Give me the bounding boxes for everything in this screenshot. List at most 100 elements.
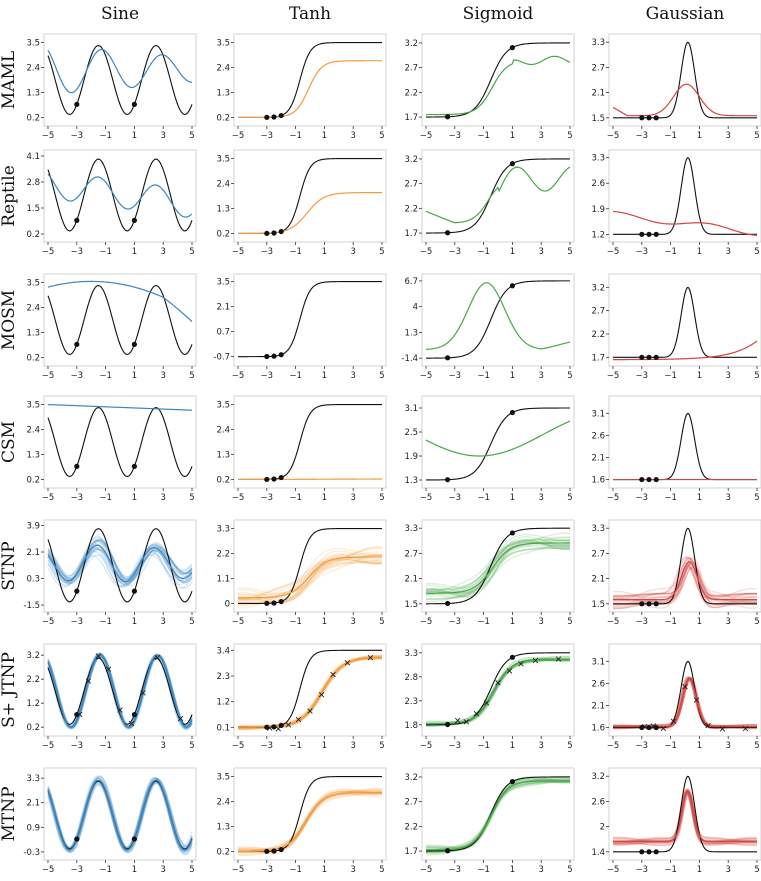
- plot-area: [613, 286, 758, 361]
- y-tick-label: 2.1: [26, 799, 40, 809]
- panel-mtnp-sine: -0.3 0.9 2.1 3.3 −5 −3 −1 1 3 5: [23, 767, 197, 875]
- context-point: [131, 836, 137, 842]
- cross-marker: [555, 656, 562, 662]
- plot-area: [425, 652, 571, 728]
- x-tick-label: 5: [189, 617, 194, 627]
- x-tick-label: −1: [289, 131, 302, 141]
- panel-s-jtnp-sigmoid: 1.8 2.3 2.8 3.3 −5 −3 −1 1 3 5: [404, 643, 575, 751]
- y-tick-label: 1.9: [404, 452, 418, 462]
- panel-csm-gaussian: 1.6 2.1 2.6 3.1 −5 −3 −1 1 3 5: [591, 395, 761, 503]
- y-tick-label: 1.5: [591, 114, 605, 124]
- sample-line: [237, 658, 383, 730]
- x-tick-label: −3: [636, 617, 649, 627]
- plot-area: [47, 528, 193, 603]
- context-point: [639, 849, 645, 855]
- y-tick-label: 3.3: [591, 38, 605, 48]
- sample-line: [425, 543, 571, 603]
- y-tick-label: 1.8: [404, 721, 418, 731]
- x-tick-label: 3: [538, 493, 543, 503]
- y-tick-label: 2.7: [404, 64, 418, 74]
- sample-line: [425, 536, 571, 595]
- x-tick-label: 3: [350, 247, 355, 257]
- x-tick-label: 5: [754, 865, 759, 875]
- plot-area: [612, 775, 758, 855]
- sample-line: [612, 565, 758, 608]
- x-tick-label: −3: [449, 865, 462, 875]
- sample-line: [612, 558, 758, 599]
- y-tick-label: 4.1: [26, 152, 40, 162]
- predicted-curve: [238, 656, 383, 728]
- target-curve: [613, 775, 757, 853]
- panel-mosm-gaussian: 1.7 2.2 2.7 3.2 −5 −3 −1 1 3 5: [591, 273, 761, 381]
- x-tick-label: 5: [754, 617, 759, 627]
- plot-area: [612, 41, 757, 121]
- y-tick-label: 3.5: [216, 39, 230, 49]
- x-tick-label: −1: [477, 617, 490, 627]
- plot-area: [425, 775, 571, 856]
- y-tick-label: 0.2: [216, 475, 230, 485]
- sample-line: [425, 533, 571, 589]
- x-tick-label: −1: [289, 741, 302, 751]
- context-point: [509, 161, 515, 167]
- x-tick-label: 1: [510, 131, 515, 141]
- y-tick-label: 3.3: [591, 154, 605, 164]
- y-tick-label: 1.4: [591, 848, 605, 858]
- panel-maml-sine: 0.2 1.3 2.4 3.5 −5 −3 −1 1 3 5: [26, 33, 197, 141]
- x-tick-label: 3: [350, 371, 355, 381]
- x-tick-label: 1: [697, 493, 702, 503]
- cross-marker: [742, 725, 749, 732]
- x-tick-label: 1: [322, 617, 327, 627]
- target-curve: [47, 406, 193, 478]
- y-tick-label: 0: [225, 599, 230, 609]
- context-point: [653, 231, 659, 237]
- y-tick-label: 3.2: [26, 651, 40, 661]
- cross-marker: [117, 707, 123, 713]
- x-tick-label: −3: [449, 741, 462, 751]
- cross-marker: [266, 725, 273, 731]
- panel-frame: [43, 643, 197, 737]
- cross-marker: [483, 700, 490, 706]
- predicted-curve: [425, 420, 571, 457]
- sample-line: [612, 791, 758, 846]
- x-tick-label: −5: [607, 247, 620, 257]
- y-tick-label: 0.9: [26, 823, 40, 833]
- x-tick-label: 5: [379, 617, 384, 627]
- y-tick-label: 3.3: [591, 524, 605, 534]
- sample-line: [237, 656, 382, 731]
- sample-line: [612, 676, 758, 728]
- x-tick-label: −3: [261, 371, 274, 381]
- y-tick-label: 3.2: [404, 773, 418, 783]
- target-curve: [238, 527, 382, 605]
- predicted-curve: [47, 403, 193, 411]
- y-tick-label: 1.7: [591, 353, 605, 363]
- panel-stnp-tanh: 0 1.1 2.2 3.3 −5 −3 −1 1 3 5: [216, 519, 387, 627]
- context-point: [646, 849, 652, 855]
- plot-area: [238, 281, 382, 360]
- y-tick-label: 3.5: [216, 401, 230, 411]
- target-curve: [47, 657, 193, 725]
- panel-frame: [421, 33, 575, 127]
- x-tick-label: −3: [636, 371, 649, 381]
- sample-line: [425, 778, 571, 851]
- x-tick-label: 1: [132, 371, 137, 381]
- y-tick-label: 2.2: [404, 204, 418, 214]
- x-tick-label: 5: [567, 493, 572, 503]
- panel-mosm-sine: 0.2 1.3 2.4 3.5 −5 −3 −1 1 3 5: [26, 273, 197, 381]
- x-tick-label: 3: [350, 617, 355, 627]
- x-tick-label: −3: [71, 131, 84, 141]
- plot-area: [425, 407, 571, 483]
- x-tick-label: −5: [232, 371, 245, 381]
- predicted-curve: [47, 48, 193, 94]
- x-tick-label: −3: [71, 865, 84, 875]
- x-tick-label: 3: [160, 617, 165, 627]
- panel-reptile-tanh: 0.2 1.3 2.4 3.5 −5 −3 −1 1 3 5: [216, 149, 387, 257]
- sample-line: [613, 676, 758, 728]
- context-point: [639, 601, 645, 607]
- sample-line: [425, 655, 571, 725]
- x-tick-label: 3: [350, 741, 355, 751]
- sample-line: [47, 654, 193, 729]
- sample-line: [237, 558, 383, 603]
- panel-frame: [233, 273, 387, 367]
- cross-marker: [76, 711, 83, 718]
